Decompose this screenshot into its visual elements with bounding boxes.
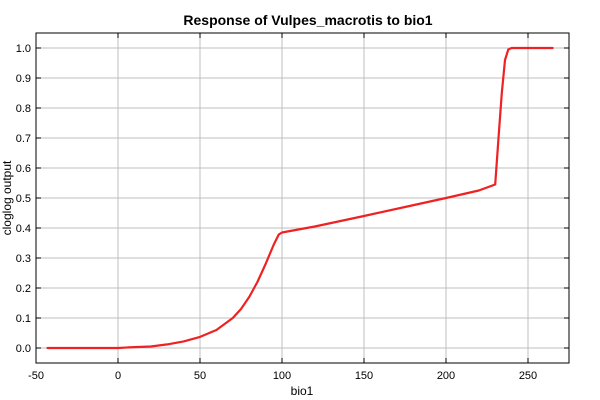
response-curve-line [46, 46, 554, 350]
y-tick-label: 0.1 [16, 313, 31, 325]
x-tick-label: 50 [194, 370, 206, 382]
x-tick-label: 200 [437, 370, 455, 382]
axis-ticks: -50 0 50 100 150 200 250 0.0 0.1 0.2 0.3 0.4 0.5 0.6 0… [16, 33, 569, 382]
y-tick-label: 0.4 [16, 223, 31, 235]
y-tick-label: 0.6 [16, 163, 31, 175]
y-tick-label: 0.0 [16, 343, 31, 355]
y-tick-label: 0.9 [16, 73, 31, 85]
x-axis-label: bio1 [291, 384, 314, 398]
x-tick-label: 0 [115, 370, 121, 382]
y-tick-label: 0.2 [16, 283, 31, 295]
grid [35, 33, 569, 363]
x-tick-label: -50 [28, 370, 44, 382]
series-layer [46, 46, 554, 350]
y-axis-label: cloglog output [0, 160, 14, 235]
x-tick-label: 100 [273, 370, 291, 382]
x-tick-label: 150 [355, 370, 373, 382]
y-tick-label: 0.8 [16, 103, 31, 115]
x-tick-label: 250 [519, 370, 537, 382]
chart-title: Response of Vulpes_macrotis to bio1 [183, 12, 432, 28]
y-tick-label: 1.0 [16, 43, 31, 55]
y-tick-label: 0.3 [16, 253, 31, 265]
y-tick-label: 0.5 [16, 193, 31, 205]
y-tick-label: 0.7 [16, 133, 31, 145]
